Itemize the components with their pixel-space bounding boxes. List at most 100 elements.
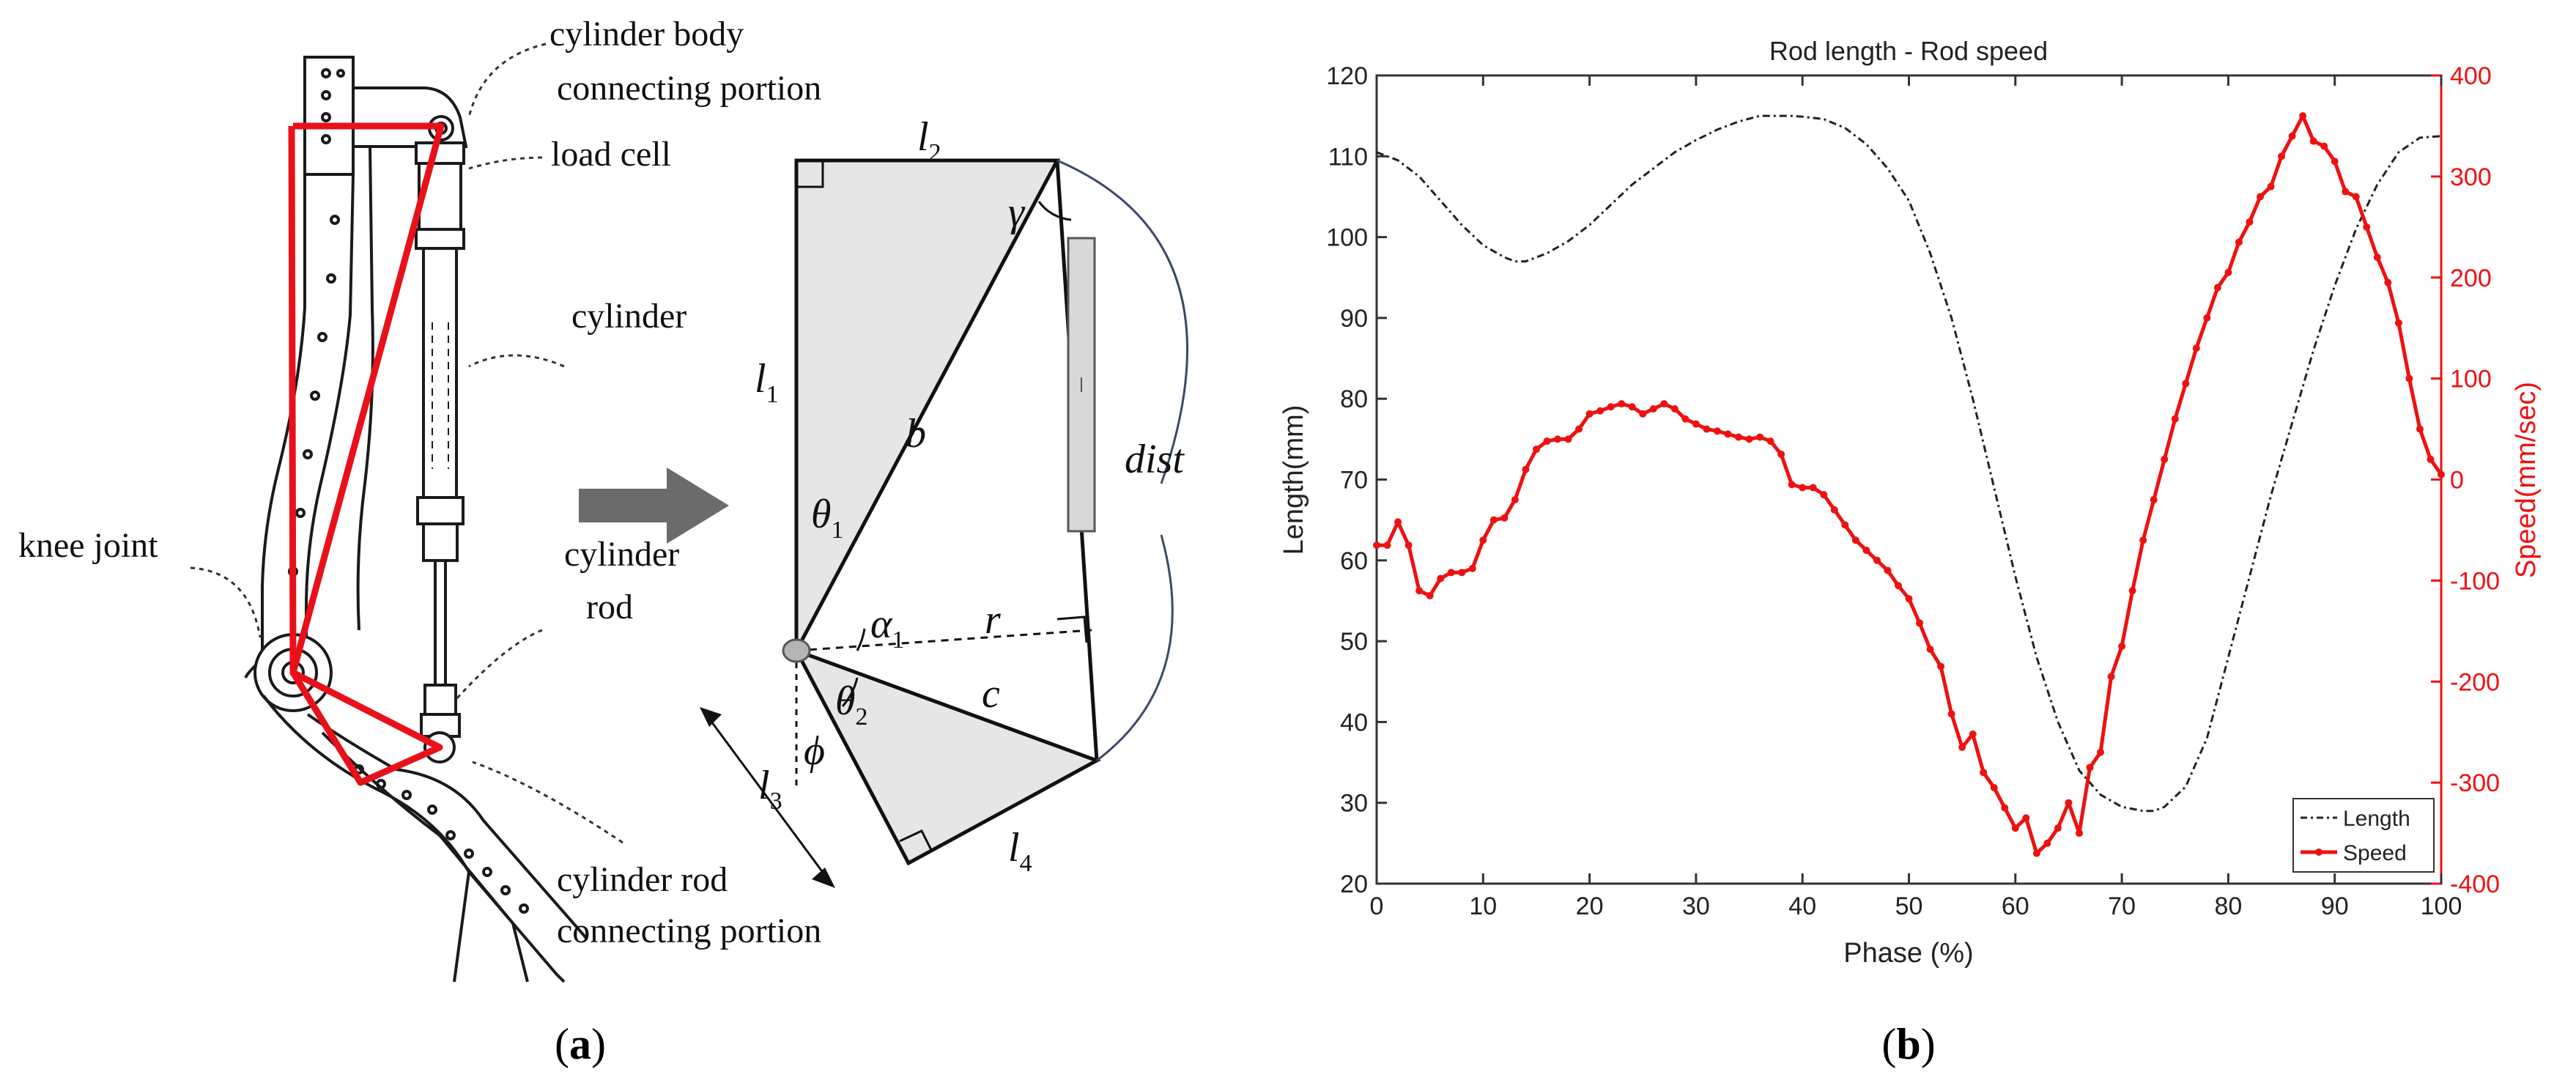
speed-point: [2267, 182, 2275, 191]
x-tick-label: 90: [2321, 892, 2349, 920]
y-right-tick-label: -100: [2450, 567, 2500, 595]
symbol-c: c: [982, 671, 1000, 717]
y-axis-right: -400 -300 -200 -100 0 100 200 300 400: [2431, 62, 2500, 898]
speed-point: [1489, 516, 1498, 524]
callout-cylinder: cylinder: [571, 297, 686, 336]
legend-speed-marker: [2315, 848, 2323, 856]
svg-text:l4: l4: [1008, 825, 1032, 877]
speed-point: [2182, 380, 2190, 388]
speed-point: [2278, 152, 2286, 160]
y-left-tick-label: 20: [1340, 870, 1368, 898]
speed-point: [2309, 137, 2317, 145]
y-left-tick-label: 80: [1340, 385, 1368, 413]
speed-point: [1554, 435, 1562, 443]
speed-point: [1703, 425, 1711, 433]
y-left-tick-label: 120: [1326, 62, 1368, 90]
speed-point: [1532, 445, 1540, 454]
svg-text:(b): (b): [1881, 1020, 1935, 1068]
speed-point: [2118, 642, 2126, 650]
callout-rod-2: rod: [586, 588, 633, 626]
speed-point: [2011, 824, 2019, 832]
symbol-theta-sub-1: 1: [832, 517, 844, 544]
speed-point: [1564, 435, 1572, 443]
speed-point: [1841, 521, 1849, 529]
svg-text:α1: α1: [870, 602, 904, 654]
legend: Length Speed: [2292, 798, 2435, 873]
speed-point: [1692, 420, 1700, 428]
symbol-alpha-1: α: [870, 602, 893, 647]
y-right-tick-label: 100: [2450, 366, 2492, 393]
speed-point: [1745, 435, 1753, 443]
speed-point: [2097, 748, 2105, 756]
y-left-tick-label: 110: [1328, 143, 1368, 171]
callout-load-cell: load cell: [551, 135, 671, 174]
speed-point: [2065, 799, 2073, 807]
callout-body-connect-1: cylinder body: [549, 15, 744, 53]
speed-point: [2032, 849, 2040, 857]
speed-point: [1862, 547, 1870, 555]
speed-point: [1458, 569, 1466, 577]
symbol-alpha-sub-1: 1: [892, 626, 904, 654]
callout-rod-connect-2: connecting portion: [557, 911, 821, 950]
speed-point: [1639, 410, 1647, 418]
svg-text:l1: l1: [755, 356, 779, 408]
symbol-b: b: [906, 411, 926, 456]
speed-point: [2256, 193, 2264, 201]
geometry-schematic: [700, 158, 1188, 888]
speed-point: [1607, 403, 1615, 411]
symbol-phi: ϕ: [804, 728, 825, 774]
y-left-tick-label: 40: [1340, 709, 1368, 736]
y-axis-left: 20 30 40 50 60 70 80 90 100 110 120: [1326, 62, 1387, 898]
legend-length-label: Length: [2343, 807, 2410, 831]
speed-point: [1820, 491, 1828, 499]
speed-point: [2192, 344, 2200, 352]
speed-point: [2394, 319, 2402, 327]
speed-point: [1479, 536, 1487, 544]
speed-point: [2001, 804, 2009, 812]
x-tick-label: 100: [2421, 892, 2462, 920]
chart-title: Rod length - Rod speed: [1769, 36, 2048, 66]
speed-point: [2405, 374, 2413, 382]
speed-point: [2331, 158, 2339, 166]
speed-point: [2416, 425, 2424, 433]
series-length: [1376, 114, 2442, 813]
speed-point: [1777, 451, 1785, 459]
x-tick-label: 50: [1895, 892, 1923, 920]
symbol-l2: l: [917, 114, 929, 160]
symbol-theta-1: θ: [811, 492, 832, 537]
speed-point: [1596, 407, 1605, 415]
speed-point: [1468, 564, 1476, 572]
speed-point: [1990, 784, 1998, 792]
callout-body-connect-2: connecting portion: [557, 69, 821, 108]
y-right-tick-label: -400: [2450, 870, 2500, 898]
symbol-sub-3: 3: [770, 788, 782, 815]
speed-point: [2342, 188, 2350, 196]
y-left-tick-label: 50: [1340, 628, 1368, 656]
plot-area: [1375, 74, 2443, 885]
y-right-tick-label: 200: [2450, 265, 2492, 292]
leader-lines: [190, 42, 623, 844]
speed-point: [2054, 824, 2062, 832]
speed-point: [1660, 400, 1668, 408]
speed-point: [2171, 415, 2179, 423]
x-axis: 0 10 20 30 40 50 60 70 80 90 100: [1370, 75, 2462, 920]
speed-point: [2288, 132, 2296, 140]
speed-point: [2363, 223, 2371, 231]
speed-point: [2427, 455, 2435, 463]
speed-point: [1522, 465, 1530, 473]
svg-text:l2: l2: [917, 114, 941, 166]
length-line: [1376, 114, 2442, 813]
speed-point: [1575, 425, 1583, 433]
speed-point: [2075, 829, 2083, 837]
symbol-theta-2: θ: [835, 678, 856, 724]
svg-text:l3: l3: [758, 763, 782, 815]
speed-point: [1383, 541, 1391, 550]
x-tick-label: 70: [2108, 892, 2136, 920]
legend-speed-label: Speed: [2343, 841, 2407, 865]
y-left-tick-label: 30: [1340, 790, 1368, 818]
y-left-tick-label: 90: [1340, 305, 1368, 333]
speed-point: [2246, 218, 2254, 226]
callout-rod-1: cylinder: [564, 535, 679, 574]
speed-point: [1618, 400, 1626, 408]
transform-arrow-icon: [579, 467, 729, 544]
